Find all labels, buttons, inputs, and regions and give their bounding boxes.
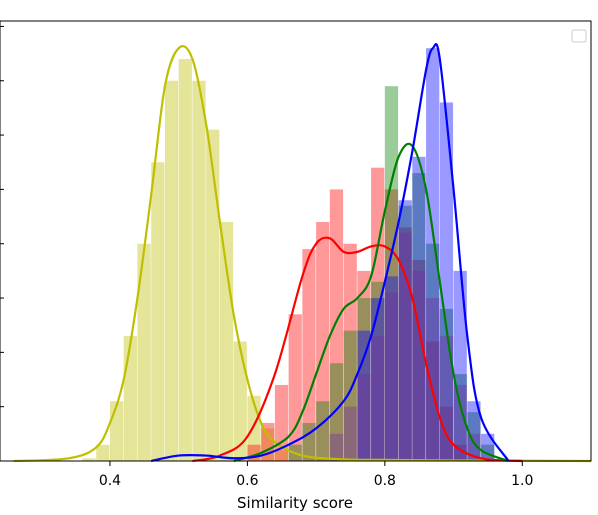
x-tick-label: 0.8 [374,473,396,489]
histogram-bar-series-1-bin-2 [274,384,289,461]
kde-curve-series-0 [13,45,592,463]
histogram-bar-series-2-bin-12 [453,374,467,461]
histogram-bar-series-0-bin-10 [219,221,234,461]
histogram-bar-series-2-bin-13 [467,412,481,461]
histogram-bar-series-1-bin-4 [302,249,316,461]
kde-curve-series-1 [192,236,523,463]
legend-box [571,29,587,43]
kde-curve-series-2 [233,142,509,463]
histogram-bar-series-4-bin-3 [371,336,385,461]
histogram-bar-series-4-bin-5 [398,232,412,461]
histogram-bar-series-0-bin-6 [164,80,179,461]
histogram-bar-series-4-bin-9 [453,384,467,461]
histogram-bar-series-0-bin-5 [151,162,165,462]
histogram-bar-series-0-bin-11 [233,341,247,461]
histogram-bar-series-4-bin-0 [329,433,344,461]
histogram-bar-series-1-bin-6 [329,189,344,461]
histogram-bar-series-0-bin-14 [274,450,289,461]
kde-curves [13,42,592,463]
kde-curve-series-3 [150,42,510,463]
x-tick-label: 0.4 [99,473,121,489]
histogram-bar-series-0-bin-7 [178,59,192,462]
histogram-bar-series-1-bin-10 [384,189,399,461]
histogram-bar-series-2-bin-2 [316,401,330,461]
histogram-bar-series-0-bin-3 [123,336,137,461]
histogram-bar-series-1-bin-13 [426,341,440,461]
histogram-bar-series-4-bin-4 [384,292,399,461]
histogram-bar-series-0-bin-4 [137,243,151,461]
histogram-bar-series-0-bin-0 [82,458,96,461]
x-axis-label: Similarity score [237,494,353,512]
histogram-bar-series-1-bin-5 [316,221,330,461]
plot-frame [0,20,592,462]
histogram-bar-series-0-bin-2 [109,401,124,461]
histogram-bar-series-1-bin-3 [288,314,302,461]
histogram-bar-series-4-bin-7 [426,298,440,461]
histogram-bar-series-3-bin-5 [426,48,440,461]
histogram-bar-series-0-bin-1 [96,444,110,461]
histogram-bar-series-3-bin-1 [371,298,385,461]
histogram-bar-series-3-bin-4 [412,156,426,462]
histogram-bar-series-4-bin-1 [343,406,357,461]
histogram-bar-series-2-bin-4 [343,330,357,461]
x-axis-ticks: 0.4 0.6 0.8 1.0 [99,461,533,489]
x-tick-label: 0.6 [236,473,258,489]
histogram-bar-series-2-bin-3 [329,363,344,461]
histogram-bar-series-1-bin-7 [343,243,357,461]
histogram-bar-series-3-bin-2 [384,276,399,461]
histogram-bar-series-1-bin-8 [357,270,371,461]
y-axis-ticks [0,25,4,408]
x-tick-label: 1.0 [511,473,533,489]
histogram-bar-series-2-bin-5 [357,298,371,461]
histogram-bar-series-3-bin-6 [439,102,454,461]
histogram-bar-series-4-bin-6 [412,270,426,461]
histogram-bar-series-2-bin-7 [384,86,399,461]
histogram-bar-series-0-bin-8 [192,80,206,461]
histogram-bar-series-0-bin-9 [206,129,220,461]
histogram-bar-series-2-bin-9 [412,173,426,461]
histogram-bar-series-4-bin-2 [357,374,371,461]
